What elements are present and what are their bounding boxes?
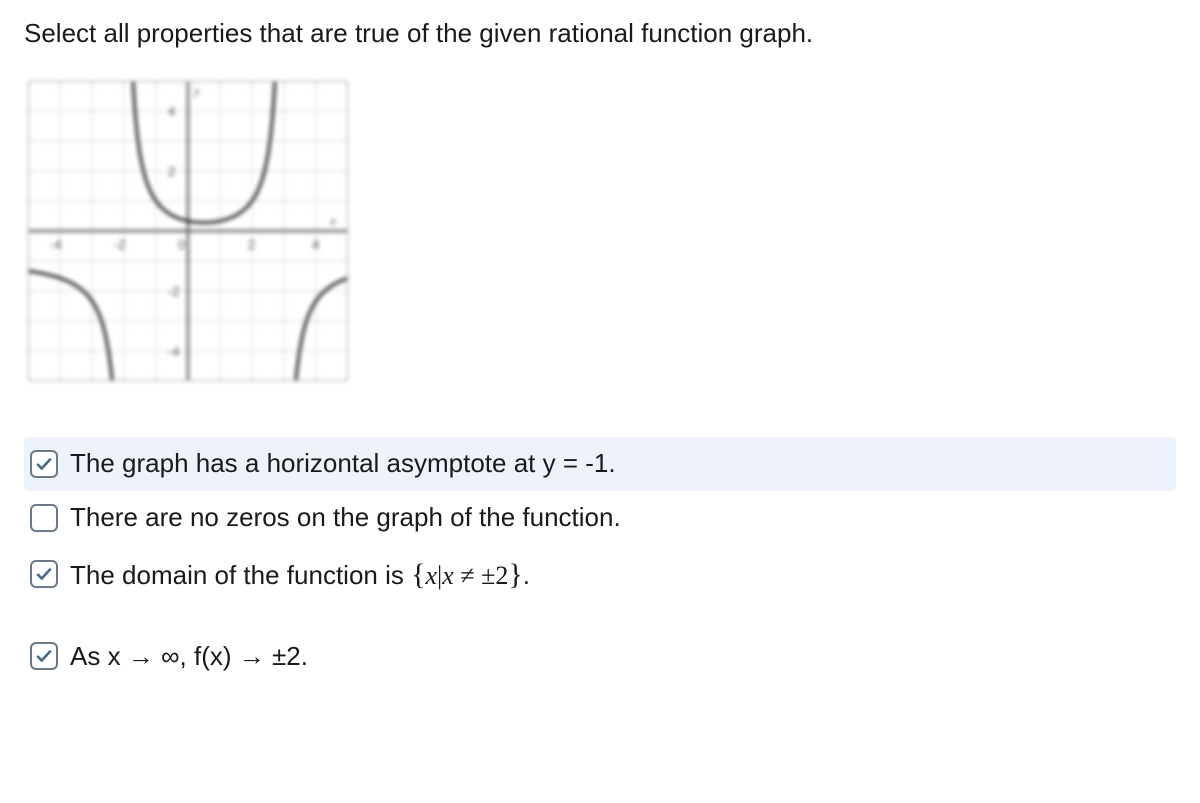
checkbox[interactable] [30, 450, 58, 478]
option-label: The domain of the function is {x|x ≠ ±2}… [70, 555, 530, 594]
option-label: There are no zeros on the graph of the f… [70, 501, 621, 535]
options-list: The graph has a horizontal asymptote at … [24, 437, 1176, 683]
option-row[interactable]: As x → ∞, f(x) → ±2. [24, 630, 1176, 684]
checkbox[interactable] [30, 560, 58, 588]
option-row[interactable]: The graph has a horizontal asymptote at … [24, 437, 1176, 491]
option-label: As x → ∞, f(x) → ±2. [70, 640, 308, 674]
svg-text:x: x [329, 213, 336, 228]
svg-text:2: 2 [168, 164, 175, 179]
instruction-text: Select all properties that are true of t… [24, 18, 1176, 49]
svg-text:-4: -4 [50, 237, 62, 252]
option-row[interactable]: The domain of the function is {x|x ≠ ±2}… [24, 545, 1176, 604]
checkbox[interactable] [30, 504, 58, 532]
svg-text:0: 0 [178, 237, 185, 252]
svg-text:4: 4 [312, 237, 319, 252]
svg-text:-2: -2 [114, 237, 126, 252]
svg-text:4: 4 [168, 104, 175, 119]
option-label: The graph has a horizontal asymptote at … [70, 447, 616, 481]
svg-text:-2: -2 [168, 284, 180, 299]
checkbox[interactable] [30, 642, 58, 670]
rational-function-graph: -4 -2 0 2 4 4 2 -2 -4 x y [24, 77, 354, 387]
svg-text:y: y [192, 83, 200, 98]
option-row[interactable]: There are no zeros on the graph of the f… [24, 491, 1176, 545]
svg-text:2: 2 [248, 237, 255, 252]
svg-text:-4: -4 [168, 344, 180, 359]
